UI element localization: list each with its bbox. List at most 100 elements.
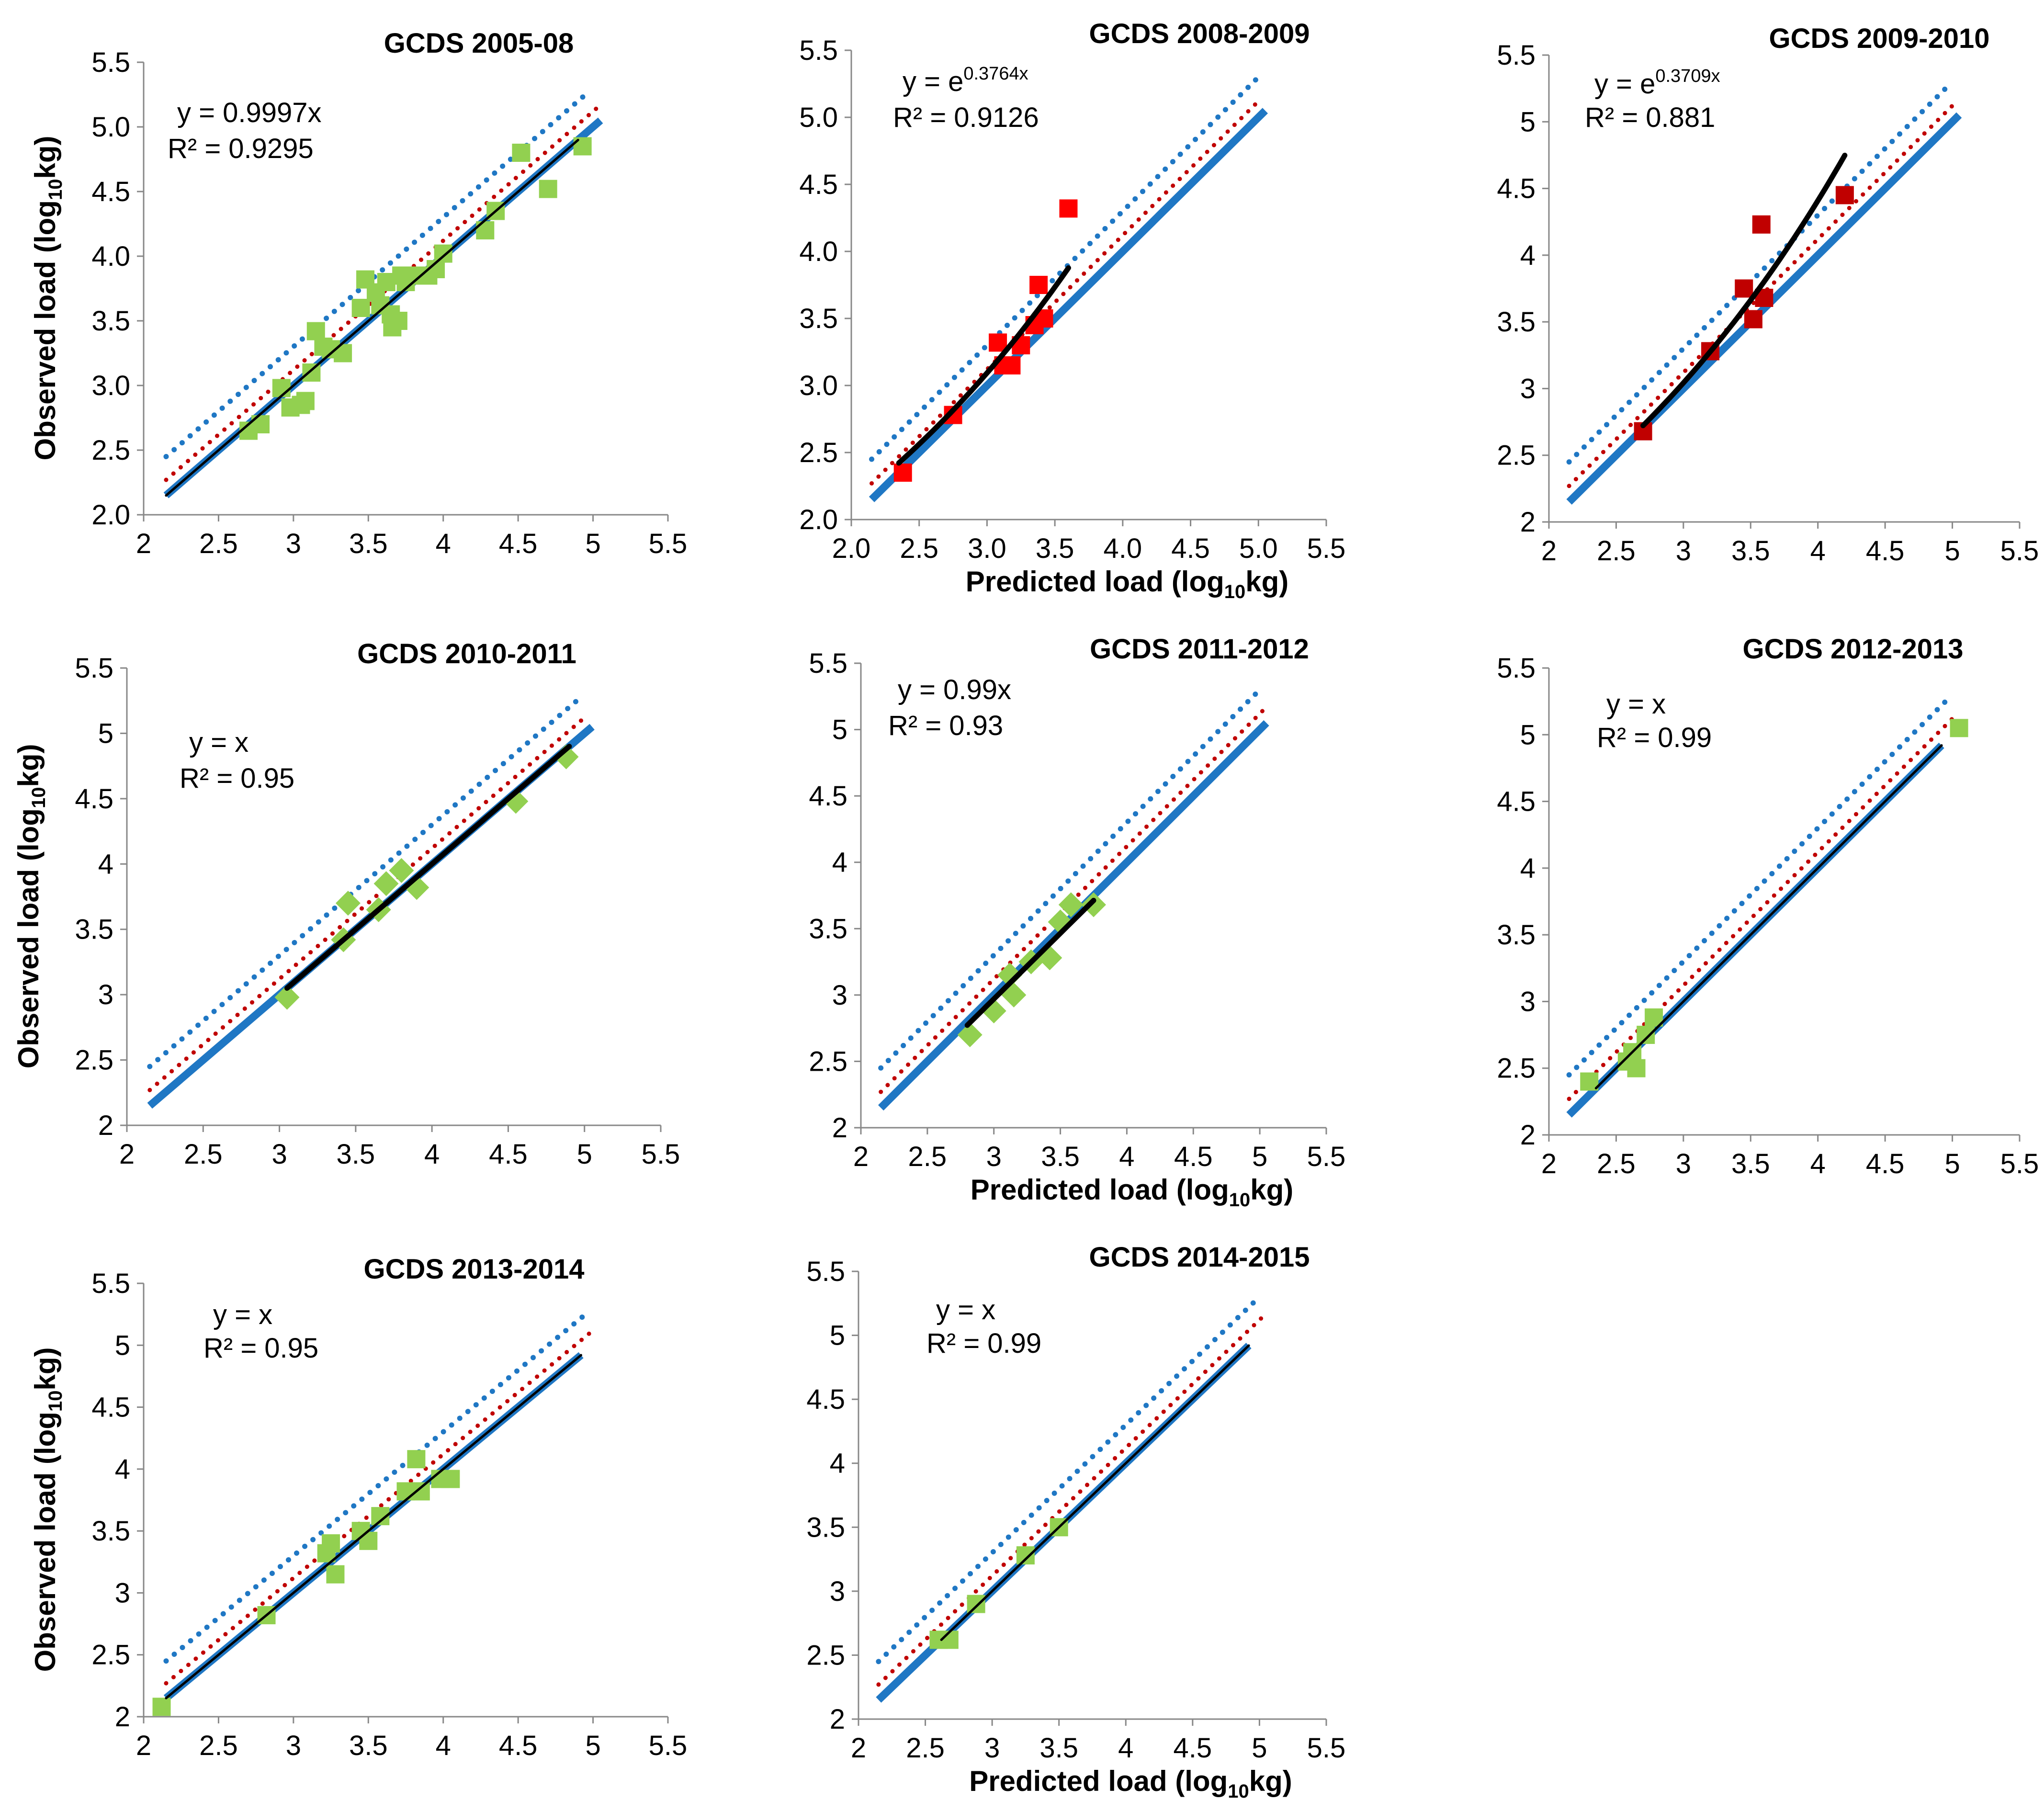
x-tick-label: 5.0 — [1239, 533, 1278, 564]
x-tick-label: 5.5 — [649, 1730, 688, 1761]
chart-title: GCDS 2008-2009 — [1089, 18, 1310, 49]
data-point — [296, 392, 315, 410]
data-point — [989, 333, 1007, 352]
lower-bound-dotted-line — [870, 96, 1264, 486]
x-tick-label: 2.5 — [184, 1139, 223, 1170]
r-squared: R² = 0.881 — [1585, 102, 1715, 133]
panel-8: 2 2.5 3 3.5 4 4.5 5 5.5 2 2.5 3 3.5 4 4.5 5 5.5 GCDS 201… — [806, 1242, 1345, 1802]
x-tick-label: 5.5 — [2000, 535, 2039, 566]
y-tick-label: 2.0 — [799, 504, 838, 535]
upper-bound-dotted-line — [163, 1308, 593, 1664]
x-tick-label: 3.5 — [349, 1730, 388, 1761]
data-point — [1735, 279, 1753, 298]
data-point — [334, 344, 352, 362]
data-point — [967, 1595, 985, 1613]
data-point — [389, 858, 414, 883]
x-tick-label: 3.5 — [1039, 1733, 1078, 1764]
x-tick-label: 4.0 — [1104, 533, 1142, 564]
lower-bound-dotted-line — [1567, 101, 1957, 488]
y-tick-label: 5.5 — [799, 35, 838, 66]
panel-3: 2 2.5 3 3.5 4 4.5 5 5.5 2 2.5 3 3.5 4 4.5 5 5.5 GCDS 200… — [1497, 23, 2039, 566]
lower-bound-dotted-line — [1567, 713, 1957, 1101]
y-tick-label: 2 — [98, 1110, 113, 1141]
y-tick-label: 5.5 — [75, 653, 113, 684]
x-tick-label: 5 — [585, 1730, 600, 1761]
r-squared: R² = 0.99 — [1597, 722, 1712, 753]
x-tick-label: 2.5 — [900, 533, 938, 564]
data-point — [1002, 356, 1021, 374]
x-tick-label: 2 — [119, 1139, 135, 1170]
y-tick-label: 3 — [98, 979, 113, 1010]
x-tick-label: 2.5 — [908, 1141, 947, 1172]
y-tick-label: 2.5 — [809, 1046, 847, 1077]
x-tick-label: 3.5 — [1036, 533, 1074, 564]
y-tick-label: 3.0 — [91, 370, 130, 401]
y-tick-label: 3.5 — [799, 303, 838, 334]
data-point — [274, 985, 300, 1010]
y-tick-label: 5 — [830, 1320, 845, 1351]
y-tick-label: 4.5 — [1497, 786, 1536, 817]
data-point — [1059, 199, 1078, 218]
x-tick-label: 4 — [424, 1139, 440, 1170]
x-tick-label: 2.0 — [832, 533, 871, 564]
data-point — [351, 299, 370, 317]
x-tick-label: 3.5 — [349, 528, 388, 559]
x-tick-label: 2.5 — [1597, 1148, 1636, 1179]
lower-bound-dotted-line — [876, 1315, 1265, 1687]
trendline-equation: y = x — [213, 1299, 272, 1330]
x-tick-label: 3.0 — [968, 533, 1006, 564]
trendline — [964, 897, 1096, 1028]
data-point — [1029, 276, 1048, 294]
y-axis-label: Observed load (log10kg) — [12, 744, 49, 1069]
y-tick-label: 3.5 — [809, 913, 847, 944]
data-point — [152, 1698, 171, 1716]
y-tick-label: 4.5 — [1497, 173, 1536, 204]
x-tick-label: 3.5 — [1731, 535, 1770, 566]
data-point — [1016, 1546, 1035, 1565]
x-tick-label: 3 — [986, 1141, 1002, 1172]
upper-bound-dotted-line — [869, 77, 1259, 462]
x-tick-label: 4.5 — [1171, 533, 1210, 564]
y-tick-label: 4 — [98, 849, 113, 880]
x-tick-label: 3.5 — [337, 1139, 375, 1170]
x-tick-label: 2 — [853, 1141, 869, 1172]
data-point — [441, 1470, 460, 1488]
one-to-one-line — [869, 108, 1268, 502]
trendline — [896, 265, 1071, 466]
x-tick-label: 5.5 — [1307, 1733, 1346, 1764]
y-tick-label: 5 — [115, 1330, 130, 1361]
y-tick-label: 4 — [115, 1454, 130, 1485]
x-tick-label: 4 — [1810, 1148, 1826, 1179]
x-tick-label: 5 — [577, 1139, 592, 1170]
x-tick-label: 4 — [1118, 1733, 1133, 1764]
y-tick-label: 2.5 — [91, 1640, 130, 1671]
data-point — [573, 137, 592, 156]
data-point — [553, 744, 579, 770]
x-tick-label: 3 — [1676, 535, 1691, 566]
chart-title: GCDS 2013-2014 — [363, 1254, 584, 1285]
data-point — [407, 1450, 426, 1469]
trendline — [1594, 744, 1943, 1089]
x-tick-label: 5 — [1944, 1148, 1960, 1179]
trendline — [165, 138, 579, 497]
x-tick-label: 2 — [1541, 535, 1557, 566]
trendline-equation: y = 0.9997x — [177, 97, 322, 128]
x-tick-label: 2 — [1541, 1148, 1557, 1179]
x-tick-label: 3.5 — [1041, 1141, 1080, 1172]
data-point — [326, 1565, 345, 1584]
y-tick-label: 5.5 — [91, 1268, 130, 1299]
y-tick-label: 5.0 — [799, 102, 838, 133]
y-tick-label: 2 — [1520, 1120, 1536, 1151]
x-tick-label: 2 — [136, 1730, 151, 1761]
x-axis-label: Predicted load (log10kg) — [966, 566, 1289, 602]
y-tick-label: 5.5 — [1497, 40, 1536, 71]
x-tick-label: 4.5 — [499, 1730, 538, 1761]
x-tick-label: 3 — [271, 1139, 287, 1170]
x-tick-label: 3.5 — [1731, 1148, 1770, 1179]
y-tick-label: 4 — [1520, 240, 1536, 271]
lower-bound-dotted-line — [164, 106, 599, 482]
data-point — [1752, 215, 1771, 234]
upper-bound-dotted-line — [878, 690, 1260, 1071]
y-tick-label: 3.5 — [75, 914, 113, 945]
y-tick-label: 3.0 — [799, 370, 838, 401]
